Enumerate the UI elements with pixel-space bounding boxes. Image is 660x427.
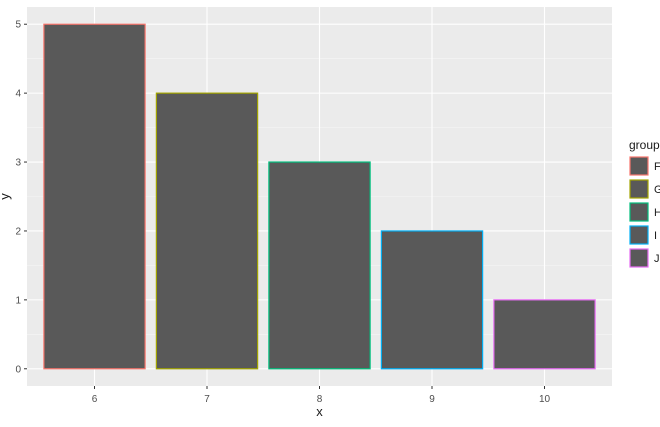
legend-label-H: H [654,207,660,219]
y-tick-label: 1 [15,295,21,306]
x-tick-label: 6 [92,394,98,405]
y-tick-label: 0 [15,364,21,375]
legend-label-G: G [654,184,660,196]
y-tick-label: 4 [15,89,21,100]
bar-9 [380,230,484,370]
y-tick-label: 5 [15,20,21,31]
legend-key-G [629,179,649,199]
bar-10 [493,299,596,370]
bar-7 [155,92,259,370]
y-axis-ticks: 0 1 2 3 4 5 [15,20,27,375]
x-axis-ticks: 6 7 8 9 10 [92,386,551,405]
legend-key-J [629,248,649,268]
y-axis-title: y [0,193,12,200]
legend-label-F: F [654,161,660,173]
bar-6 [43,23,146,370]
bars [43,23,596,370]
x-tick-label: 8 [317,394,323,405]
x-tick-label: 9 [429,394,435,405]
legend-key-F [629,156,649,176]
x-tick-label: 10 [539,394,551,405]
legend-label-I: I [654,230,657,242]
x-tick-label: 7 [204,394,210,405]
legend-key-H [629,202,649,222]
y-tick-label: 3 [15,158,21,169]
legend-key-I [629,225,649,245]
legend-label-J: J [654,253,660,265]
bar-8 [268,161,371,370]
y-tick-label: 2 [15,226,21,237]
x-axis-title: x [316,404,323,419]
legend-title: group [629,138,660,152]
